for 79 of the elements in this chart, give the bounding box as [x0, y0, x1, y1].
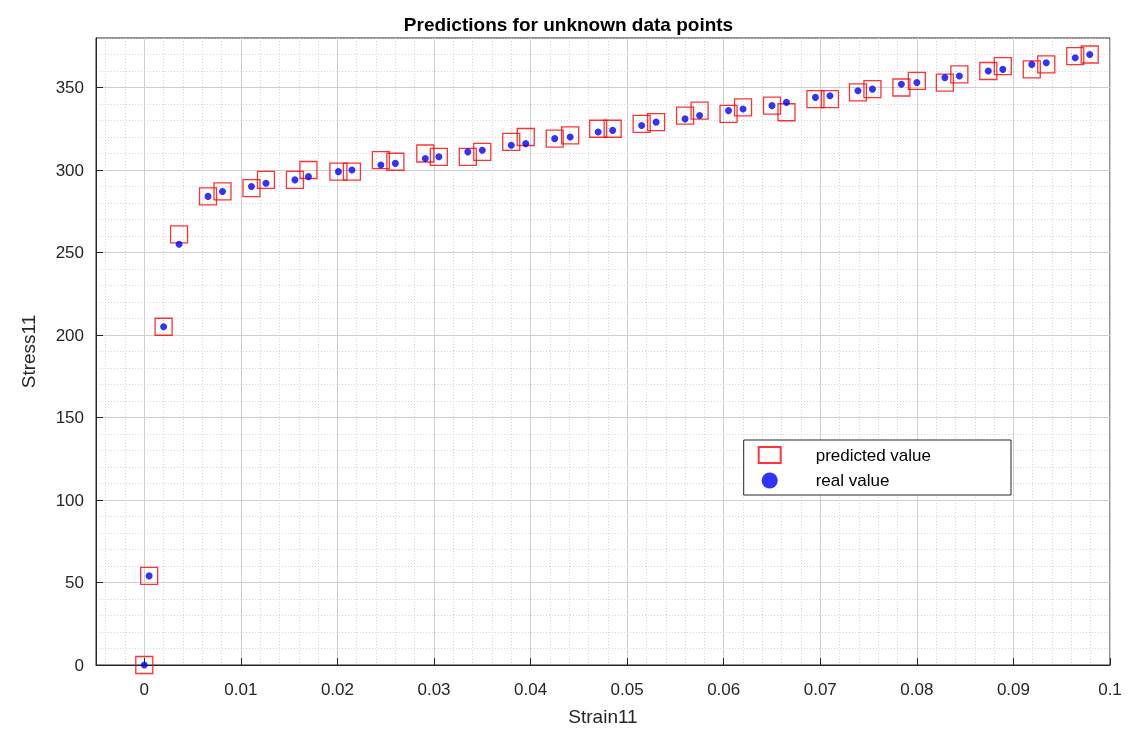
y-tick-label: 0 [74, 655, 84, 675]
point [863, 80, 882, 99]
legend-label: predicted value [815, 445, 932, 465]
point [502, 132, 521, 152]
chart-title: Predictions for unknown data points [403, 14, 734, 35]
legend-label: real value [815, 471, 890, 490]
x-tick-label: 0.08 [900, 680, 934, 699]
x-tick-label: 0.09 [996, 680, 1030, 699]
point [993, 56, 1012, 76]
point [198, 187, 218, 206]
y-axis-title: Stress11 [18, 314, 39, 389]
point [242, 179, 261, 198]
point [516, 127, 535, 147]
point [304, 173, 312, 181]
point [892, 78, 911, 97]
y-tick-label: 250 [55, 243, 84, 262]
x-tick-label: 0.06 [707, 680, 741, 699]
point [1037, 55, 1056, 74]
point [1080, 45, 1099, 64]
point [416, 144, 435, 163]
point [175, 240, 183, 248]
point [213, 182, 232, 201]
x-tick-label: 0.1 [1098, 680, 1122, 699]
x-tick-label: 0.02 [320, 680, 354, 699]
point [848, 83, 868, 102]
point [777, 103, 796, 122]
point [154, 317, 173, 336]
point [632, 114, 651, 133]
point [464, 148, 472, 156]
y-tick-label: 50 [65, 573, 84, 592]
point [941, 74, 949, 82]
point [371, 150, 391, 170]
y-tick-label: 200 [55, 325, 84, 345]
point [690, 101, 709, 120]
x-tick-label: 0.01 [224, 680, 258, 699]
point [421, 154, 429, 162]
point [522, 140, 530, 148]
point [1066, 47, 1085, 66]
point [169, 225, 189, 244]
point [299, 160, 318, 180]
point [589, 119, 608, 138]
x-tick-label: 0.03 [417, 680, 451, 699]
point [675, 106, 695, 125]
point [285, 170, 305, 190]
point [429, 147, 448, 166]
point [458, 147, 477, 166]
x-tick-label: 0.07 [803, 680, 837, 699]
y-tick-label: 350 [55, 78, 84, 97]
point [1022, 60, 1041, 79]
point [473, 142, 492, 161]
x-tick-label: 0.05 [610, 680, 644, 699]
point [545, 129, 564, 148]
point [135, 655, 154, 675]
point [979, 61, 998, 81]
point [935, 73, 955, 92]
point [139, 566, 159, 586]
point [733, 98, 753, 117]
point [696, 112, 704, 120]
point [342, 162, 362, 181]
point [907, 71, 927, 91]
x-axis-title: Strain11 [568, 706, 638, 727]
point [603, 119, 622, 138]
point [762, 96, 782, 115]
point [820, 89, 840, 109]
point [329, 162, 348, 181]
y-tick-label: 150 [55, 408, 84, 427]
y-tick-label: 100 [55, 490, 84, 510]
y-tick-label: 300 [55, 160, 84, 180]
x-tick-label: 0 [139, 680, 150, 699]
x-tick-label: 0.04 [514, 680, 548, 699]
point [561, 126, 580, 145]
point [386, 152, 405, 171]
point [782, 98, 790, 106]
point [256, 170, 276, 190]
point [719, 104, 738, 124]
point [806, 89, 825, 109]
point [1028, 60, 1036, 68]
point [646, 113, 666, 132]
point [950, 65, 969, 84]
